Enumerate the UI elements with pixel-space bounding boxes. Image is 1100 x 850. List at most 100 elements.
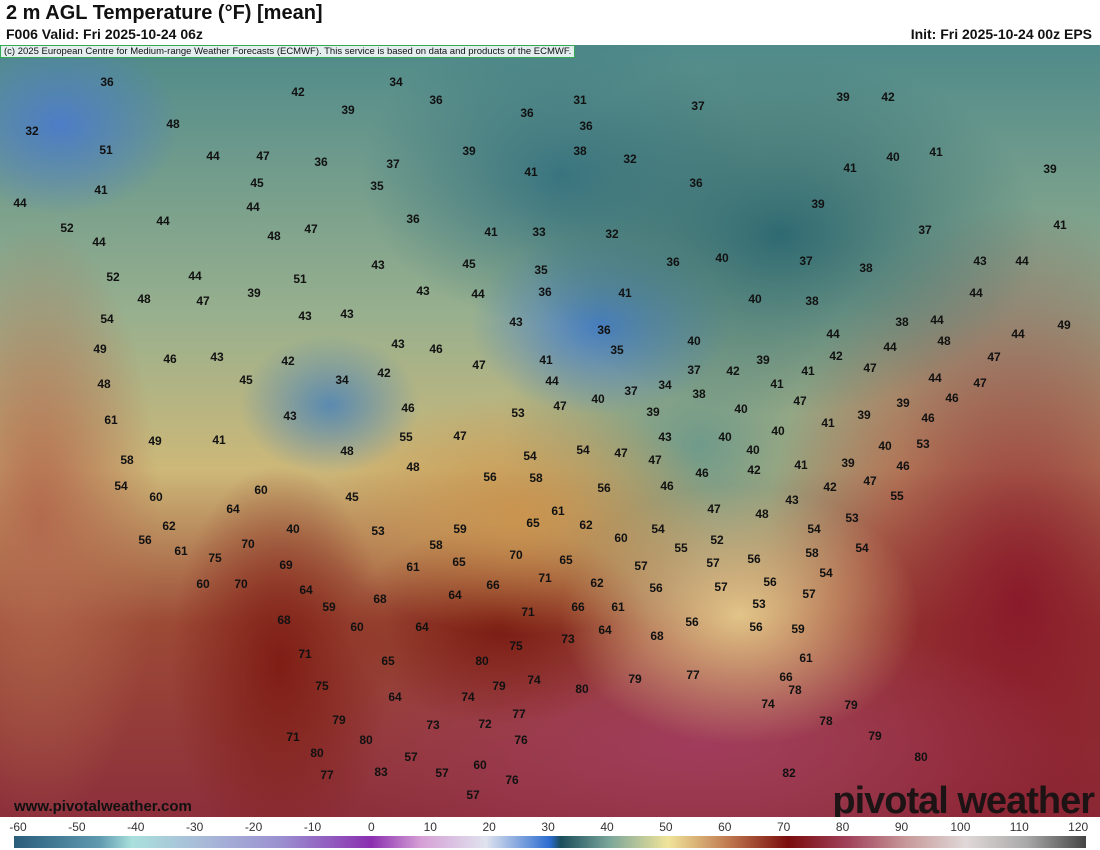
temperature-label: 34: [335, 373, 349, 387]
temperature-label: 59: [453, 522, 467, 536]
temperature-label: 74: [461, 690, 475, 704]
colorbar-tick-label: -30: [186, 820, 204, 834]
copyright-notice: (c) 2025 European Centre for Medium-rang…: [0, 45, 576, 58]
temperature-label: 41: [794, 458, 808, 472]
temperature-label: 38: [805, 294, 819, 308]
temperature-label: 40: [715, 251, 729, 265]
temperature-label: 46: [660, 479, 674, 493]
temperature-label: 68: [373, 592, 387, 606]
temperature-label: 60: [350, 620, 364, 634]
temperature-label: 61: [799, 651, 813, 665]
temperature-label: 80: [359, 733, 373, 747]
temperature-label: 52: [106, 270, 120, 284]
temperature-label: 56: [685, 615, 699, 629]
temperature-label: 42: [829, 349, 843, 363]
temperature-label: 48: [97, 377, 111, 391]
temperature-label: 43: [973, 254, 987, 268]
temperature-label: 82: [782, 766, 796, 780]
valid-time: F006 Valid: Fri 2025-10-24 06z: [6, 26, 203, 42]
temperature-label: 57: [714, 580, 728, 594]
temperature-label: 43: [658, 430, 672, 444]
temperature-label: 44: [92, 235, 106, 249]
temperature-label: 45: [239, 373, 253, 387]
temperature-label: 54: [576, 443, 590, 457]
temperature-map[interactable]: (c) 2025 European Centre for Medium-rang…: [0, 45, 1100, 817]
temperature-label: 42: [291, 85, 305, 99]
temperature-label: 36: [100, 75, 114, 89]
temperature-label: 78: [819, 714, 833, 728]
temperature-label: 44: [246, 200, 260, 214]
temperature-label: 48: [267, 229, 281, 243]
temperature-label: 66: [571, 600, 585, 614]
temperature-label: 49: [148, 434, 162, 448]
temperature-label: 39: [857, 408, 871, 422]
temperature-label: 54: [651, 522, 665, 536]
temperature-label: 66: [486, 578, 500, 592]
temperature-label: 57: [435, 766, 449, 780]
colorbar-tick-label: 60: [718, 820, 732, 834]
temperature-label: 80: [914, 750, 928, 764]
colorbar-tick-label: 50: [659, 820, 673, 834]
temperature-label: 47: [304, 222, 318, 236]
temperature-label: 53: [371, 524, 385, 538]
temperature-label: 40: [734, 402, 748, 416]
colorbar-tick-label: -20: [244, 820, 263, 834]
temperature-label: 41: [843, 161, 857, 175]
temperature-label: 40: [886, 150, 900, 164]
temperature-label: 64: [415, 620, 429, 634]
temperature-label: 48: [166, 117, 180, 131]
temperature-label: 37: [918, 223, 932, 237]
temperature-label: 43: [340, 307, 354, 321]
temperature-label: 39: [1043, 162, 1057, 176]
temperature-label: 61: [611, 600, 625, 614]
temperature-label: 46: [429, 342, 443, 356]
temperature-label: 69: [279, 558, 293, 572]
temperature-label: 44: [883, 340, 897, 354]
temperature-label: 77: [320, 768, 334, 782]
temperature-label: 38: [859, 261, 873, 275]
temperature-label: 42: [281, 354, 295, 368]
temperature-label: 40: [687, 334, 701, 348]
temperature-label: 43: [283, 409, 297, 423]
temperature-label: 39: [841, 456, 855, 470]
temperature-label: 36: [429, 93, 443, 107]
temperature-label: 32: [25, 124, 39, 138]
temperature-label: 37: [799, 254, 813, 268]
temperature-label: 31: [573, 93, 587, 107]
temperature-label: 55: [890, 489, 904, 503]
temperature-label: 75: [208, 551, 222, 565]
temperature-label: 61: [174, 544, 188, 558]
temperature-label: 58: [429, 538, 443, 552]
temperature-label: 41: [618, 286, 632, 300]
temperature-label: 37: [386, 157, 400, 171]
temperature-label: 48: [340, 444, 354, 458]
temperature-label: 65: [526, 516, 540, 530]
temperature-label: 36: [406, 212, 420, 226]
temperature-label: 43: [416, 284, 430, 298]
temperature-label: 34: [389, 75, 403, 89]
temperature-label: 53: [845, 511, 859, 525]
colorbar-tick-label: 20: [482, 820, 496, 834]
temperature-label: 32: [605, 227, 619, 241]
temperature-label: 71: [286, 730, 300, 744]
temperature-label: 66: [779, 670, 793, 684]
temperature-label: 44: [188, 269, 202, 283]
temperature-label: 53: [511, 406, 525, 420]
temperature-label: 42: [881, 90, 895, 104]
colorbar-tick-label: -10: [303, 820, 322, 834]
temperature-label: 44: [13, 196, 27, 210]
temperature-label: 71: [538, 571, 552, 585]
temperature-label: 59: [791, 622, 805, 636]
colorbar-tick-label: 70: [777, 820, 791, 834]
temperature-label: 68: [650, 629, 664, 643]
temperature-label: 41: [484, 225, 498, 239]
temperature-label: 47: [973, 376, 987, 390]
temperature-label: 36: [520, 106, 534, 120]
temperature-label: 61: [104, 413, 118, 427]
temperature-label: 37: [687, 363, 701, 377]
temperature-label: 41: [929, 145, 943, 159]
temperature-label: 47: [196, 294, 210, 308]
temperature-label: 64: [299, 583, 313, 597]
colorbar-tick-label: 0: [368, 820, 375, 834]
temperature-label: 80: [475, 654, 489, 668]
